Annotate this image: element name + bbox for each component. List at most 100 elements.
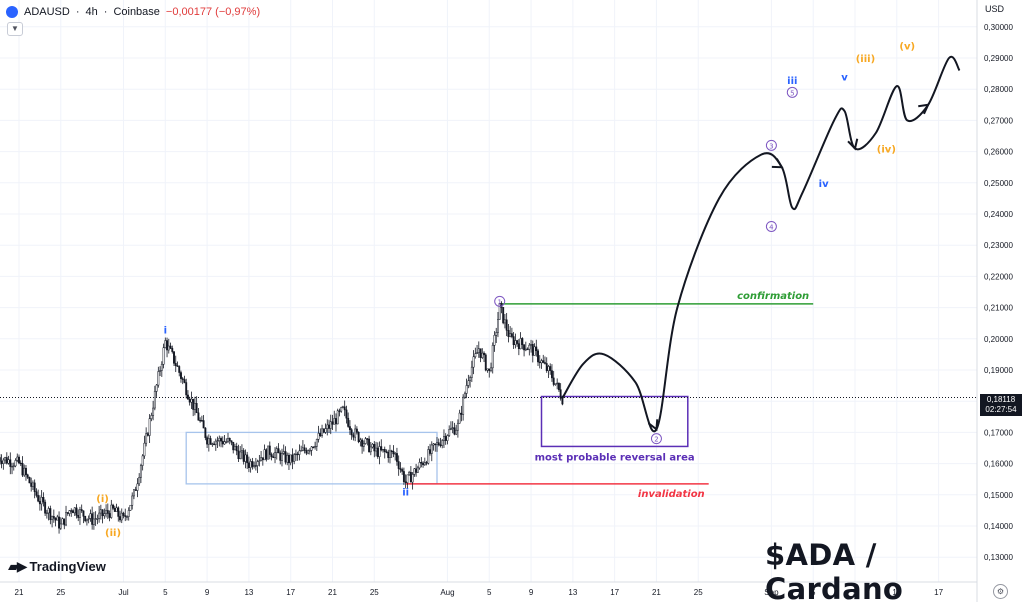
candle-body (491, 345, 494, 369)
candle-body (42, 497, 45, 503)
candlestick (319, 428, 322, 437)
candle-body (488, 368, 491, 371)
candle-body (540, 360, 543, 364)
candle-body (220, 438, 222, 442)
symbol-header[interactable]: ADAUSD · 4h · Coinbase −0,00177 (−0,97%) (6, 4, 260, 20)
candle-body (157, 371, 160, 386)
chevron-down-icon[interactable]: ▼ (7, 22, 23, 36)
candle-body (72, 510, 74, 514)
candle-body (84, 516, 87, 522)
candle-body (213, 443, 216, 445)
wave-label: iii (787, 76, 797, 87)
candle-body (240, 450, 243, 453)
candlestick (514, 333, 517, 349)
candlestick (136, 478, 139, 498)
separator: · (103, 6, 108, 18)
time-axis: 21 25 Jul 5 9 13 17 21 25 Aug 5 9 13 17 21 25 Sep 5 9 13 17 (15, 588, 944, 597)
candlestick (342, 405, 344, 409)
gear-icon[interactable]: ⚙ (993, 584, 1008, 599)
wave-label: (ii) (105, 528, 121, 539)
price-tick-label: 0,26000 (984, 148, 1013, 157)
candle-body (174, 363, 177, 366)
candle-body (284, 451, 287, 463)
candlestick (113, 505, 116, 512)
current-price: 0,18118 (986, 395, 1016, 404)
candlestick (542, 354, 545, 364)
candlestick (225, 438, 228, 444)
candlestick (21, 456, 24, 477)
candlestick (152, 400, 155, 421)
candle-body (227, 438, 229, 442)
candle-body (354, 428, 357, 438)
candle-body (21, 463, 24, 476)
candlestick (207, 434, 210, 452)
candlestick (355, 426, 358, 435)
candlestick (521, 337, 524, 350)
candle-body (470, 366, 473, 378)
candlestick (423, 457, 426, 466)
time-tick-label: 21 (15, 588, 24, 597)
candlestick (98, 505, 101, 523)
candlestick (488, 368, 491, 378)
candle-body (185, 382, 188, 396)
candlestick (235, 442, 238, 456)
chart-zones: most probable reversal area (185, 395, 695, 485)
candle-body (486, 368, 489, 371)
candlestick (45, 509, 48, 519)
confirmation-label: confirmation (737, 291, 809, 302)
candle-body (131, 495, 134, 506)
candlestick (538, 355, 541, 369)
candle-body (378, 446, 381, 457)
candle-body (169, 345, 172, 349)
candlestick (307, 449, 310, 455)
currency-label[interactable]: USD (985, 4, 1005, 14)
candle-body (207, 438, 210, 445)
projection-path (561, 55, 961, 433)
candlestick (498, 302, 501, 320)
candle-body (366, 438, 369, 440)
candlestick (305, 447, 308, 456)
candlestick (362, 440, 365, 452)
candlestick (63, 518, 66, 530)
candle-body (509, 333, 512, 337)
candlestick (28, 476, 31, 484)
candlestick (2, 457, 5, 470)
candle-body (552, 377, 555, 385)
candle-body (225, 441, 228, 443)
candlestick (300, 445, 303, 452)
candle-body (530, 344, 532, 346)
candle-body (443, 436, 445, 441)
wave-label: (iii) (856, 54, 875, 65)
candle-body (256, 461, 259, 466)
candlestick (153, 385, 156, 411)
candlestick (99, 504, 102, 520)
candlestick (509, 326, 512, 338)
candle-body (282, 451, 285, 454)
candle-body (291, 454, 294, 462)
candle-body (263, 449, 266, 461)
candlestick (296, 451, 299, 461)
time-tick-label: 13 (568, 588, 577, 597)
candle-body (451, 427, 454, 429)
tradingview-brand[interactable]: ▰▶ TradingView (8, 558, 106, 575)
candle-body (517, 343, 520, 350)
candle-body (14, 460, 17, 467)
candlestick (268, 441, 271, 460)
candlestick (91, 506, 94, 530)
candlestick (378, 441, 381, 465)
candlestick (413, 467, 416, 477)
candle-body (505, 319, 508, 331)
candle-body (244, 454, 247, 462)
price-tick-label: 0,17000 (984, 428, 1013, 437)
candle-body (176, 365, 179, 367)
candlestick (192, 398, 195, 417)
candlestick (85, 518, 88, 526)
candle-body (395, 453, 398, 462)
candle-body (510, 333, 513, 337)
candle-body (528, 344, 531, 350)
candlestick (9, 452, 12, 475)
candlestick (139, 463, 142, 483)
candle-body (497, 319, 499, 333)
candle-body (279, 452, 282, 461)
